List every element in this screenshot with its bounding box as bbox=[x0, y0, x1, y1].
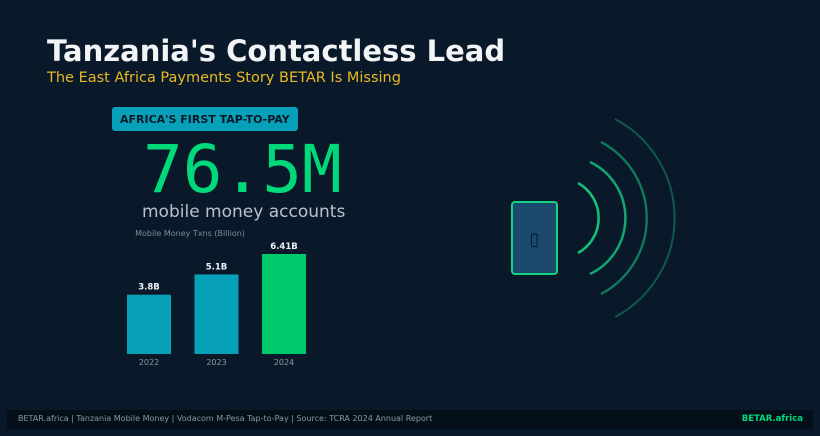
x-tick-2023: 2023 bbox=[206, 358, 226, 367]
chart-title: Mobile Money Txns (Billion) bbox=[135, 229, 245, 238]
footer-source: BETAR.africa | Tanzania Mobile Money | V… bbox=[18, 414, 433, 423]
accounts-stat-value: 76.5M bbox=[143, 131, 342, 208]
signal-wave-3 bbox=[600, 140, 648, 296]
page-subtitle: The East Africa Payments Story BETAR Is … bbox=[47, 70, 401, 86]
bar-2024 bbox=[262, 254, 306, 354]
signal-wave-1 bbox=[577, 181, 600, 255]
phone-glyph-icon: ▯ bbox=[530, 229, 540, 250]
bar-2022 bbox=[127, 294, 171, 354]
bar-2023 bbox=[194, 274, 239, 354]
data-label-2022: 3.8B bbox=[138, 283, 160, 293]
contactless-illustration: ▯ bbox=[511, 118, 676, 318]
tap-to-pay-badge: AFRICA'S FIRST TAP-TO-PAY bbox=[112, 107, 298, 131]
signal-wave-2 bbox=[589, 160, 627, 276]
footer-brand: BETAR.africa bbox=[741, 414, 803, 424]
x-tick-2022: 2022 bbox=[139, 358, 159, 367]
signal-wave-4 bbox=[614, 118, 676, 318]
phone-icon bbox=[511, 201, 558, 275]
data-label-2023: 5.1B bbox=[206, 262, 228, 272]
x-tick-2024: 2024 bbox=[274, 358, 294, 367]
data-label-2024: 6.41B bbox=[270, 242, 297, 252]
accounts-stat-label: mobile money accounts bbox=[142, 202, 346, 222]
page-title: Tanzania's Contactless Lead bbox=[47, 34, 506, 68]
tap-to-pay-badge-label: AFRICA'S FIRST TAP-TO-PAY bbox=[120, 112, 290, 126]
footer: BETAR.africa | Tanzania Mobile Money | V… bbox=[7, 410, 813, 429]
